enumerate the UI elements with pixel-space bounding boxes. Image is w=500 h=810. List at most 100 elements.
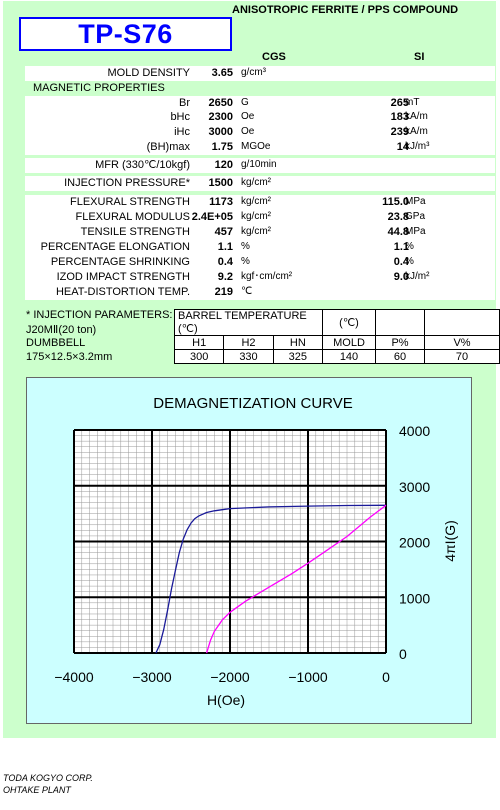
property-unit: kg/cm²	[241, 226, 271, 237]
property-label: Br	[179, 96, 190, 109]
property-row: iHc 3000 Oe 239 kA/m	[25, 125, 495, 140]
property-label: FLEXURAL STRENGTH	[69, 196, 190, 208]
property-unit: kg/cm²	[241, 211, 271, 222]
series-line-1	[205, 504, 387, 654]
barrel-header-cell: H1	[173, 335, 225, 350]
y-tick-label: 0	[399, 646, 407, 662]
injection-machine: J20MⅡ(20 ton)	[26, 324, 97, 336]
property-row: HEAT-DISTORTION TEMP. 219 ℃	[25, 285, 495, 300]
property-label: HEAT-DISTORTION TEMP.	[55, 286, 190, 298]
x-tick-label: −2000	[210, 669, 250, 685]
property-label: IZOD IMPACT STRENGTH	[56, 271, 190, 283]
injection-size: 175×12.5×3.2mm	[26, 351, 113, 363]
property-label: iHc	[174, 126, 190, 139]
property-row: PERCENTAGE SHRINKING 0.4% 0.4%	[25, 255, 495, 270]
property-si-unit: mT	[405, 96, 420, 108]
property-unit: G	[241, 96, 249, 108]
property-value: 9.2	[217, 271, 233, 283]
barrel-header-cell: P%	[375, 335, 425, 350]
property-value: 457	[214, 226, 233, 238]
compound-subtitle: ANISOTROPIC FERRITE / PPS COMPOUND	[232, 4, 459, 16]
barrel-value-cell: 325	[272, 349, 324, 364]
barrel-value-cell: 300	[173, 349, 225, 364]
property-si-value: 23.8	[387, 211, 409, 223]
property-si-value: 1.1	[393, 241, 409, 253]
property-value: 1500	[208, 177, 233, 189]
property-unit: Oe	[241, 111, 255, 123]
property-row: IZOD IMPACT STRENGTH 9.2 kgf･cm/cm² 9.0 kJ/m…	[25, 270, 495, 285]
property-row: Br 2650 G 265 mT	[25, 95, 495, 111]
property-value: 120	[214, 159, 233, 171]
property-value: 219	[214, 286, 233, 298]
barrel-value-cell: 60	[375, 349, 425, 364]
property-unit: g/cm³	[241, 67, 266, 78]
property-si-unit: GPa	[405, 211, 426, 222]
y-tick-label: 2000	[399, 535, 430, 551]
property-row: FLEXURAL MODULUS 2.4E+05 kg/cm² 23.8 GPa	[25, 210, 495, 225]
property-label: MFR (330℃/10kgf)	[95, 159, 190, 171]
barrel-header-cell: HN	[272, 335, 324, 350]
x-tick-label: −3000	[132, 669, 172, 685]
property-si-unit: %	[405, 241, 414, 252]
injection-specimen: DUMBBELL	[26, 337, 86, 349]
property-si-unit: kJ/m²	[405, 271, 430, 282]
barrel-value-cell: 70	[424, 349, 500, 364]
si-column-header: SI	[414, 51, 425, 63]
property-si-value: 183	[390, 111, 409, 124]
property-si-value: 265	[390, 96, 409, 109]
property-row: INJECTION PRESSURE* 1500 kg/cm²	[25, 176, 495, 191]
barrel-temperature-table: BARREL TEMPERATURE (℃) (℃) H1 H2 HN MOLD P% V…	[173, 309, 500, 364]
y-tick-label: 4000	[399, 423, 430, 439]
property-unit: kg/cm²	[241, 196, 271, 207]
demagnetization-chart-panel: DEMAGNETIZATION CURVE −4000 −3000 −2000 −10…	[26, 377, 472, 724]
property-unit: %	[241, 256, 250, 267]
property-row: (BH)max 1.75 MGOe 14 kJ/m³	[25, 140, 495, 155]
property-unit: Oe	[241, 126, 255, 138]
property-value: 2.4E+05	[191, 211, 233, 223]
property-si-unit: kA/m	[405, 111, 428, 123]
property-label: MAGNETIC PROPERTIES	[33, 81, 165, 94]
property-unit: kg/cm²	[241, 177, 271, 188]
property-label: PERCENTAGE SHRINKING	[50, 256, 190, 268]
property-label: (BH)max	[146, 141, 190, 153]
property-label: FLEXURAL MODULUS	[75, 211, 190, 223]
barrel-header-cell: H2	[223, 335, 274, 350]
property-row: bHc 2300 Oe 183 kA/m	[25, 110, 495, 126]
property-value: 1.75	[211, 141, 233, 153]
property-si-unit: MPa	[405, 226, 426, 237]
property-si-unit: %	[405, 256, 414, 267]
property-unit: g/10min	[241, 159, 277, 170]
barrel-value-cell: 330	[223, 349, 274, 364]
barrel-value-cell: 140	[322, 349, 376, 364]
y-axis-label: 4πI(G)	[442, 520, 458, 562]
property-si-value: 0.4	[393, 256, 409, 268]
property-row: TENSILE STRENGTH 457 kg/cm² 44.8 MPa	[25, 225, 495, 240]
series-line-0	[155, 504, 387, 654]
y-tick-label: 3000	[399, 479, 430, 495]
x-axis-label: H(Oe)	[207, 692, 245, 708]
barrel-header-cell: MOLD	[322, 335, 376, 350]
x-tick-label: 0	[382, 669, 390, 685]
property-value: 1.1	[217, 241, 233, 253]
grade-title: TP-S76	[78, 18, 173, 49]
x-tick-label: −4000	[54, 669, 94, 685]
property-si-value: 239	[390, 126, 409, 139]
property-row: MFR (330℃/10kgf) 120 g/10min	[25, 158, 495, 173]
chart-title: DEMAGNETIZATION CURVE	[153, 395, 352, 412]
property-row: MAGNETIC PROPERTIES	[25, 81, 495, 96]
plant-name: OHTAKE PLANT	[3, 785, 71, 795]
injection-title: * INJECTION PARAMETERS:	[26, 309, 173, 321]
demagnetization-chart: DEMAGNETIZATION CURVE −4000 −3000 −2000 −10…	[54, 395, 458, 708]
x-tick-label: −1000	[288, 669, 328, 685]
barrel-unit-label: (℃)	[322, 309, 376, 336]
property-unit: %	[241, 241, 250, 252]
property-value: 3000	[208, 126, 233, 139]
property-label: INJECTION PRESSURE*	[64, 177, 190, 189]
company-name: TODA KOGYO CORP.	[3, 773, 93, 783]
barrel-temperature-label: BARREL TEMPERATURE (℃)	[174, 309, 323, 336]
property-label: TENSILE STRENGTH	[80, 226, 190, 238]
property-label: MOLD DENSITY	[107, 67, 190, 79]
property-si-value: 14	[396, 141, 409, 153]
property-si-unit: MPa	[405, 196, 426, 207]
property-si-value: 115.0	[382, 196, 409, 208]
